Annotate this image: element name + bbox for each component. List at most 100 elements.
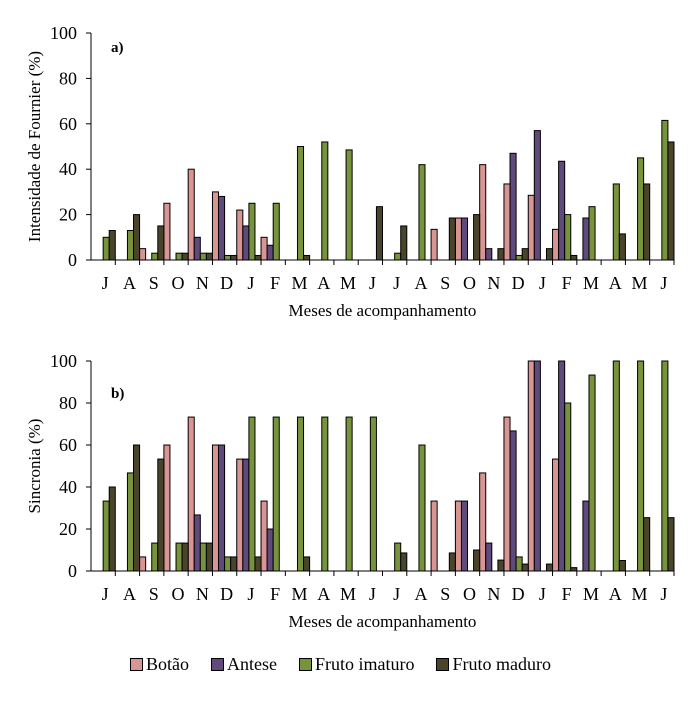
bar-antese-16 bbox=[485, 248, 493, 261]
panel-label: b) bbox=[111, 386, 124, 402]
bar-fruto-imaturo-1 bbox=[126, 472, 135, 572]
bar-antese-7 bbox=[266, 244, 274, 261]
x-tick-label: S bbox=[149, 584, 159, 604]
bar-antese-17 bbox=[509, 152, 517, 261]
x-tick-label: N bbox=[196, 273, 209, 293]
x-tick-label: A bbox=[123, 584, 136, 604]
bar-botao-7 bbox=[260, 500, 268, 572]
bar-botao-5 bbox=[211, 444, 220, 572]
bar-fruto-maduro-16 bbox=[497, 248, 505, 261]
legend-swatch-fruto-maduro bbox=[436, 658, 450, 671]
x-tick-label: D bbox=[220, 273, 233, 293]
bar-fruto-maduro-5 bbox=[230, 254, 238, 261]
y-tick-label: 0 bbox=[68, 561, 77, 581]
x-tick-label: D bbox=[512, 584, 525, 604]
bar-fruto-maduro-23 bbox=[667, 141, 675, 261]
x-tick-label: S bbox=[440, 584, 450, 604]
x-tick-label: M bbox=[340, 584, 356, 604]
bar-fruto-imaturo-9 bbox=[321, 416, 329, 572]
bar-antese-6 bbox=[242, 458, 250, 572]
y-tick-label: 0 bbox=[68, 250, 77, 270]
bar-fruto-maduro-19 bbox=[570, 567, 578, 572]
bar-fruto-imaturo-22 bbox=[637, 157, 645, 261]
x-tick-label: J bbox=[247, 584, 254, 604]
x-tick-label: N bbox=[196, 584, 209, 604]
x-tick-label: A bbox=[123, 273, 136, 293]
bar-fruto-maduro-12 bbox=[400, 225, 408, 261]
y-tick-label: 40 bbox=[59, 159, 77, 179]
bar-botao-7 bbox=[260, 236, 268, 261]
x-tick-label: A bbox=[609, 273, 622, 293]
bar-antese-17 bbox=[509, 430, 517, 572]
x-tick-label: A bbox=[414, 273, 427, 293]
bar-fruto-maduro-21 bbox=[618, 233, 626, 261]
y-tick-label: 20 bbox=[59, 205, 77, 225]
bar-fruto-maduro-17 bbox=[521, 563, 529, 572]
bar-antese-6 bbox=[242, 225, 250, 261]
bar-antese-19 bbox=[558, 360, 566, 572]
x-tick-label: M bbox=[291, 273, 307, 293]
bar-fruto-imaturo-21 bbox=[612, 360, 620, 572]
bar-fruto-imaturo-8 bbox=[296, 146, 305, 261]
x-tick-label: M bbox=[583, 584, 599, 604]
x-tick-label: F bbox=[270, 584, 280, 604]
bar-fruto-imaturo-23 bbox=[661, 360, 669, 572]
bar-botao-6 bbox=[236, 458, 244, 572]
bar-fruto-maduro-1 bbox=[133, 444, 141, 572]
bar-fruto-maduro-11 bbox=[375, 206, 383, 261]
bar-fruto-imaturo-22 bbox=[637, 360, 645, 572]
x-tick-label: J bbox=[393, 273, 400, 293]
bar-fruto-maduro-1 bbox=[133, 214, 141, 261]
bar-fruto-imaturo-7 bbox=[272, 202, 280, 261]
y-axis-title: Intensidade de Fournier (%) bbox=[25, 51, 44, 242]
x-tick-label: M bbox=[632, 584, 648, 604]
legend-label-fruto-maduro: Fruto maduro bbox=[452, 654, 551, 674]
bar-fruto-imaturo-6 bbox=[248, 202, 256, 261]
x-tick-label: M bbox=[340, 273, 356, 293]
x-tick-label: J bbox=[660, 273, 667, 293]
bar-fruto-maduro-15 bbox=[473, 549, 481, 572]
x-tick-label: S bbox=[149, 273, 159, 293]
bar-fruto-maduro-3 bbox=[181, 252, 189, 261]
bar-fruto-imaturo-10 bbox=[345, 416, 353, 572]
bar-fruto-imaturo-23 bbox=[661, 119, 669, 261]
x-tick-label: J bbox=[369, 273, 376, 293]
legend-item-fruto-imaturo: Fruto imaturo bbox=[298, 654, 415, 675]
bar-fruto-maduro-0 bbox=[108, 486, 116, 572]
y-tick-label: 80 bbox=[59, 393, 77, 413]
bar-botao-5 bbox=[211, 191, 220, 261]
bar-fruto-imaturo-19 bbox=[564, 214, 572, 261]
x-tick-label: F bbox=[562, 584, 572, 604]
bar-fruto-maduro-22 bbox=[643, 183, 651, 261]
bar-fruto-imaturo-4 bbox=[199, 252, 207, 261]
bar-antese-5 bbox=[218, 444, 226, 572]
bar-fruto-maduro-19 bbox=[570, 254, 578, 261]
legend-label-fruto-imaturo: Fruto imaturo bbox=[314, 654, 415, 674]
bar-botao-3 bbox=[163, 202, 171, 261]
x-tick-label: F bbox=[562, 273, 572, 293]
bar-fruto-imaturo-13 bbox=[418, 164, 426, 261]
bar-fruto-imaturo-19 bbox=[564, 402, 572, 572]
x-tick-label: J bbox=[102, 584, 109, 604]
x-tick-label: J bbox=[660, 584, 667, 604]
bar-fruto-maduro-12 bbox=[400, 552, 408, 572]
y-tick-label: 80 bbox=[59, 68, 77, 88]
bar-fruto-maduro-23 bbox=[667, 517, 675, 572]
bar-antese-19 bbox=[558, 160, 566, 261]
bar-fruto-imaturo-0 bbox=[102, 500, 110, 572]
legend-item-fruto-maduro: Fruto maduro bbox=[436, 654, 551, 675]
x-tick-label: O bbox=[463, 273, 476, 293]
bar-antese-7 bbox=[266, 528, 274, 572]
x-tick-label: A bbox=[609, 584, 622, 604]
x-tick-label: J bbox=[102, 273, 109, 293]
bar-fruto-maduro-2 bbox=[157, 225, 165, 261]
bar-fruto-imaturo-4 bbox=[199, 542, 207, 572]
bar-antese-4 bbox=[193, 514, 201, 572]
y-tick-label: 20 bbox=[59, 519, 77, 539]
y-tick-label: 100 bbox=[50, 351, 77, 371]
x-tick-label: J bbox=[539, 273, 546, 293]
bar-antese-16 bbox=[485, 542, 493, 572]
bar-botao-15 bbox=[454, 500, 462, 572]
